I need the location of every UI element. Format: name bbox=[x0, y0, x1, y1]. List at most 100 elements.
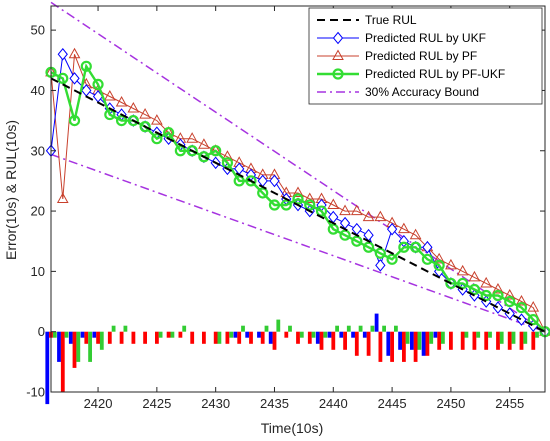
error-bar-pfukf bbox=[99, 331, 104, 350]
data-point-pfukf bbox=[445, 277, 457, 290]
data-point-pfukf bbox=[339, 229, 351, 241]
error-bar-ukf bbox=[92, 331, 97, 338]
error-bar-pfukf bbox=[346, 325, 351, 332]
error-bar-pf bbox=[402, 331, 406, 362]
data-point-pf bbox=[527, 301, 540, 312]
error-bar-pfukf bbox=[370, 325, 375, 332]
error-bar-ukf bbox=[268, 331, 273, 344]
data-point-ukf bbox=[57, 47, 68, 61]
data-point-ukf bbox=[422, 240, 433, 254]
data-point-pfukf bbox=[80, 60, 92, 72]
data-point-pfukf bbox=[233, 175, 245, 187]
data-point-pfukf bbox=[198, 151, 210, 163]
error-bar-pf bbox=[319, 331, 324, 350]
data-point-pf bbox=[186, 132, 198, 143]
error-bar-pf bbox=[531, 331, 536, 350]
error-bar-ukf bbox=[57, 331, 61, 362]
error-bar-pf bbox=[96, 331, 100, 344]
x-tick-label: 2455 bbox=[495, 396, 524, 411]
error-bar-pf bbox=[519, 331, 524, 350]
data-point-pfukf bbox=[362, 241, 375, 253]
error-bar-pf bbox=[484, 331, 489, 350]
error-bar-pf bbox=[296, 331, 300, 344]
series-3 bbox=[45, 60, 550, 338]
data-point-pfukf bbox=[304, 199, 316, 211]
error-bars-layer bbox=[45, 313, 539, 405]
data-point-pfukf bbox=[257, 187, 269, 199]
series-2 bbox=[45, 47, 550, 336]
error-bar-pf bbox=[378, 331, 383, 362]
error-bar-ukf bbox=[339, 331, 344, 338]
data-point-pf bbox=[350, 204, 363, 216]
error-bar-pf bbox=[496, 331, 500, 350]
legend-label-3: Predicted RUL by PF-UKF bbox=[365, 67, 505, 81]
error-bar-pfukf bbox=[358, 325, 363, 332]
data-point-ukf bbox=[332, 31, 344, 45]
error-bar-pf bbox=[143, 331, 147, 344]
y-tick-label: 10 bbox=[31, 264, 45, 279]
error-bar-pf bbox=[343, 331, 347, 350]
error-bar-pf bbox=[166, 331, 171, 338]
error-bar-pfukf bbox=[217, 331, 222, 344]
error-bar-pf bbox=[366, 331, 371, 356]
data-point-pfukf bbox=[457, 277, 469, 290]
error-bar-ukf bbox=[421, 331, 426, 356]
error-bar-pf bbox=[437, 331, 442, 350]
error-bar-pfukf bbox=[264, 325, 269, 332]
error-bar-pf bbox=[72, 331, 77, 368]
data-point-ukf bbox=[69, 72, 80, 85]
error-bar-pf bbox=[131, 331, 136, 344]
error-bar-ukf bbox=[257, 331, 261, 338]
error-bar-pfukf bbox=[499, 331, 504, 344]
data-point-pfukf bbox=[386, 253, 398, 265]
error-bar-pf bbox=[84, 331, 89, 344]
data-point-pfukf bbox=[57, 72, 69, 84]
data-point-pfukf bbox=[315, 205, 328, 217]
data-point-pf bbox=[339, 204, 351, 216]
data-point-pfukf bbox=[468, 283, 481, 296]
error-bar-pf bbox=[307, 331, 312, 344]
error-bar-pfukf bbox=[123, 325, 128, 332]
x-tick-label: 2435 bbox=[260, 396, 289, 411]
error-bar-ukf bbox=[245, 331, 250, 338]
error-bar-pf bbox=[225, 331, 230, 344]
x-tick-label: 2425 bbox=[142, 396, 171, 411]
data-point-pfukf bbox=[139, 121, 151, 133]
x-tick-label: 2420 bbox=[84, 396, 113, 411]
error-bar-pfukf bbox=[464, 331, 469, 338]
error-bar-pf bbox=[331, 331, 336, 350]
error-bar-pfukf bbox=[241, 325, 245, 332]
error-bar-ukf bbox=[433, 331, 438, 338]
error-bar-pf bbox=[237, 331, 242, 344]
error-bar-pf bbox=[190, 331, 195, 344]
error-bar-pfukf bbox=[182, 325, 187, 332]
data-point-pfukf bbox=[480, 289, 492, 302]
data-point-pfukf bbox=[332, 68, 344, 80]
data-point-pfukf bbox=[163, 127, 175, 139]
error-bar-pfukf bbox=[511, 331, 516, 344]
data-point-ukf bbox=[386, 222, 398, 236]
y-tick-label: 0 bbox=[38, 324, 45, 339]
error-bar-pf bbox=[155, 331, 159, 344]
error-bar-pfukf bbox=[299, 331, 304, 338]
series-line-2 bbox=[50, 54, 546, 332]
error-bar-pfukf bbox=[394, 325, 398, 332]
x-tick-label: 2445 bbox=[378, 396, 407, 411]
error-bar-pfukf bbox=[311, 331, 316, 338]
series-0 bbox=[50, 77, 546, 333]
data-point-pfukf bbox=[268, 199, 281, 211]
accuracy-bound-line-2 bbox=[50, 153, 546, 333]
data-point-pfukf bbox=[221, 157, 234, 169]
error-bar-pfukf bbox=[111, 325, 116, 332]
error-bar-pfukf bbox=[88, 331, 92, 362]
data-point-pfukf bbox=[127, 114, 139, 127]
data-point-pfukf bbox=[292, 193, 304, 205]
error-bar-pfukf bbox=[52, 331, 57, 338]
data-point-pf bbox=[332, 49, 344, 60]
data-point-pf bbox=[456, 264, 469, 276]
data-point-pf bbox=[151, 114, 163, 125]
data-point-ukf bbox=[375, 259, 386, 272]
error-bar-pfukf bbox=[276, 319, 281, 332]
data-point-pfukf bbox=[410, 241, 422, 253]
data-point-pfukf bbox=[327, 223, 339, 235]
